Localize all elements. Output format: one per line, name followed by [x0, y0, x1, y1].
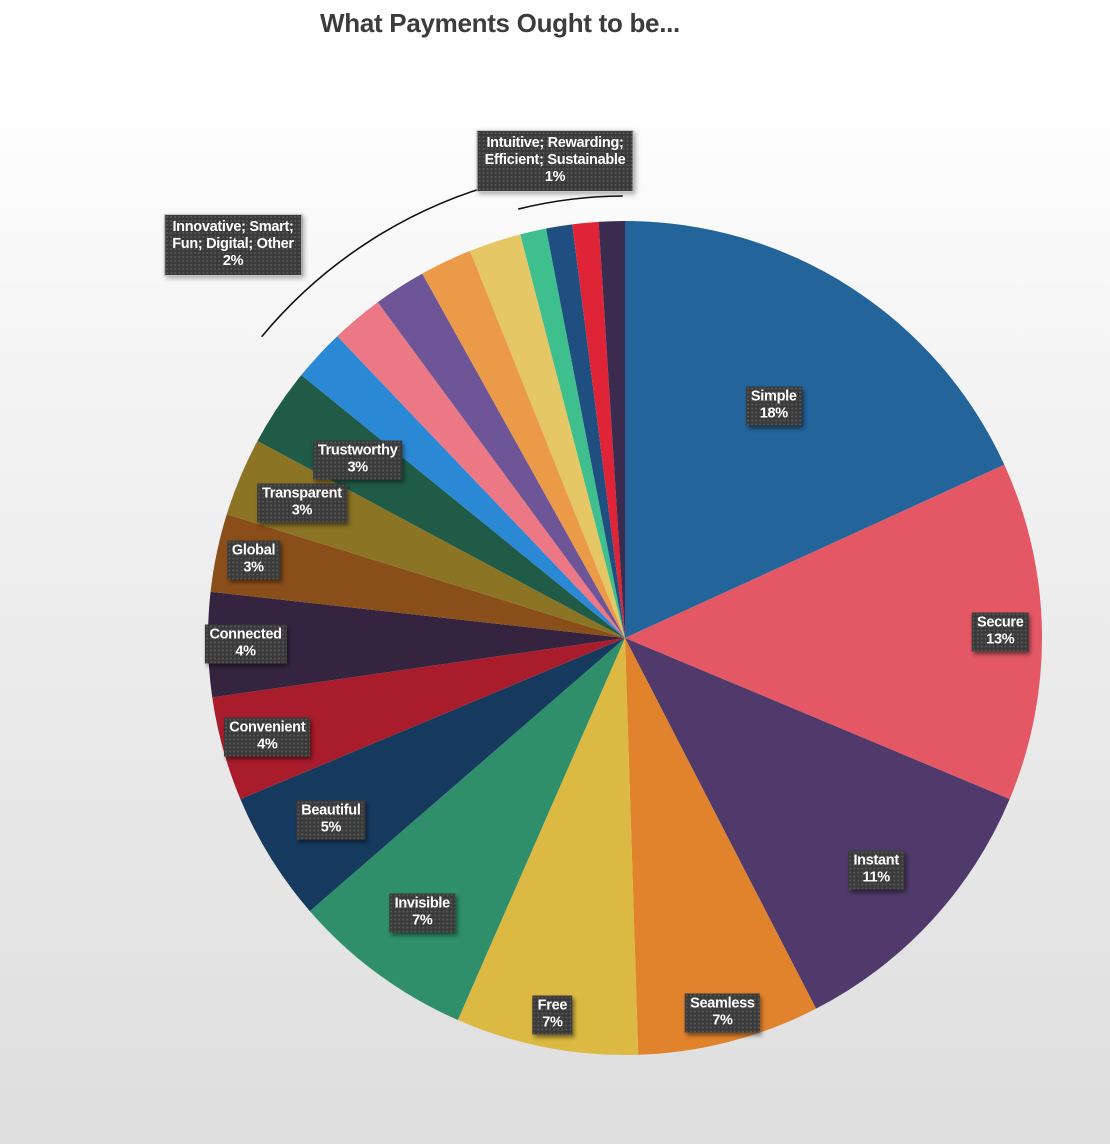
slice-other	[470, 234, 625, 638]
data-label-transparent: Transparent 3%	[257, 483, 347, 523]
data-label-category: Global	[231, 542, 276, 559]
slice-efficient	[572, 221, 625, 638]
data-label-value: 5%	[320, 819, 342, 836]
slice-invisible	[309, 638, 625, 1021]
data-label-seamless: Seamless 7%	[685, 993, 760, 1033]
data-label-beautiful: Beautiful 5%	[296, 800, 366, 840]
data-label-category: Fun; Digital; Other	[172, 236, 294, 252]
data-label-category: Efficient; Sustainable	[484, 152, 626, 168]
leader-lines	[261, 180, 623, 338]
slice-fun	[377, 273, 625, 638]
data-label-category: Innovative; Smart;	[172, 219, 294, 235]
slice-instant	[625, 638, 1010, 1009]
data-label-group: Intuitive; Rewarding; Efficient; Sustaina…	[476, 130, 634, 192]
slice-free	[457, 638, 639, 1056]
pie-slices	[207, 221, 1043, 1056]
data-label-value: 18%	[759, 405, 788, 422]
data-label-group: Innovative; Smart; Fun; Digital; Other 2%	[164, 214, 302, 276]
slice-intuitive	[520, 228, 625, 639]
data-label-instant: Instant 11%	[848, 850, 904, 890]
data-label-free: Free 7%	[532, 995, 573, 1035]
data-label-category: Connected	[209, 626, 282, 643]
slice-connected	[207, 591, 625, 698]
data-label-category: Convenient	[229, 719, 306, 736]
data-label-value: 3%	[347, 459, 368, 476]
data-label-category: Secure	[976, 614, 1024, 631]
data-label-category: Invisible	[394, 895, 451, 912]
data-label-category: Instant	[853, 852, 899, 869]
data-label-category: Trustworthy	[317, 442, 398, 459]
data-label-value: 7%	[712, 1012, 733, 1029]
data-label-value: 3%	[291, 502, 313, 519]
data-label-category: Simple	[750, 388, 797, 405]
data-label-value: 7%	[412, 912, 433, 929]
data-label-category: Beautiful	[301, 802, 361, 819]
data-label-value: 4%	[235, 643, 256, 660]
slice-digital	[422, 250, 625, 638]
data-label-simple: Simple 18%	[745, 386, 802, 426]
data-label-trustworthy: Trustworthy 3%	[312, 440, 403, 480]
data-label-invisible: Invisible 7%	[389, 893, 455, 933]
slice-beautiful	[240, 638, 625, 912]
slice-rewarding	[546, 224, 625, 638]
slice-sustainable	[598, 221, 625, 638]
group-leader-line	[261, 180, 505, 338]
data-label-value: 11%	[862, 869, 891, 886]
data-label-secure: Secure 13%	[971, 612, 1029, 652]
slice-seamless	[625, 638, 817, 1055]
data-label-value: 4%	[257, 736, 278, 753]
data-label-global: Global 3%	[226, 540, 281, 580]
data-label-category: Intuitive; Rewarding;	[486, 135, 624, 151]
data-label-value: 2%	[222, 253, 244, 269]
slice-simple	[625, 221, 1005, 638]
slice-smart	[337, 302, 625, 638]
chart-title: What Payments Ought to be...	[320, 8, 680, 38]
data-label-value: 13%	[986, 631, 1015, 648]
data-label-value: 7%	[542, 1014, 563, 1031]
data-label-category: Transparent	[262, 485, 342, 502]
data-label-convenient: Convenient 4%	[224, 717, 311, 757]
slice-innovative	[301, 336, 625, 638]
slice-secure	[625, 464, 1043, 800]
group-leader-line	[518, 195, 623, 210]
data-label-category: Seamless	[690, 995, 755, 1012]
data-label-connected: Connected 4%	[204, 624, 287, 664]
data-label-category: Free	[537, 997, 568, 1014]
data-label-value: 1%	[544, 169, 566, 185]
slice-global	[210, 514, 625, 638]
data-label-value: 3%	[243, 559, 264, 576]
slice-convenient	[212, 638, 626, 800]
